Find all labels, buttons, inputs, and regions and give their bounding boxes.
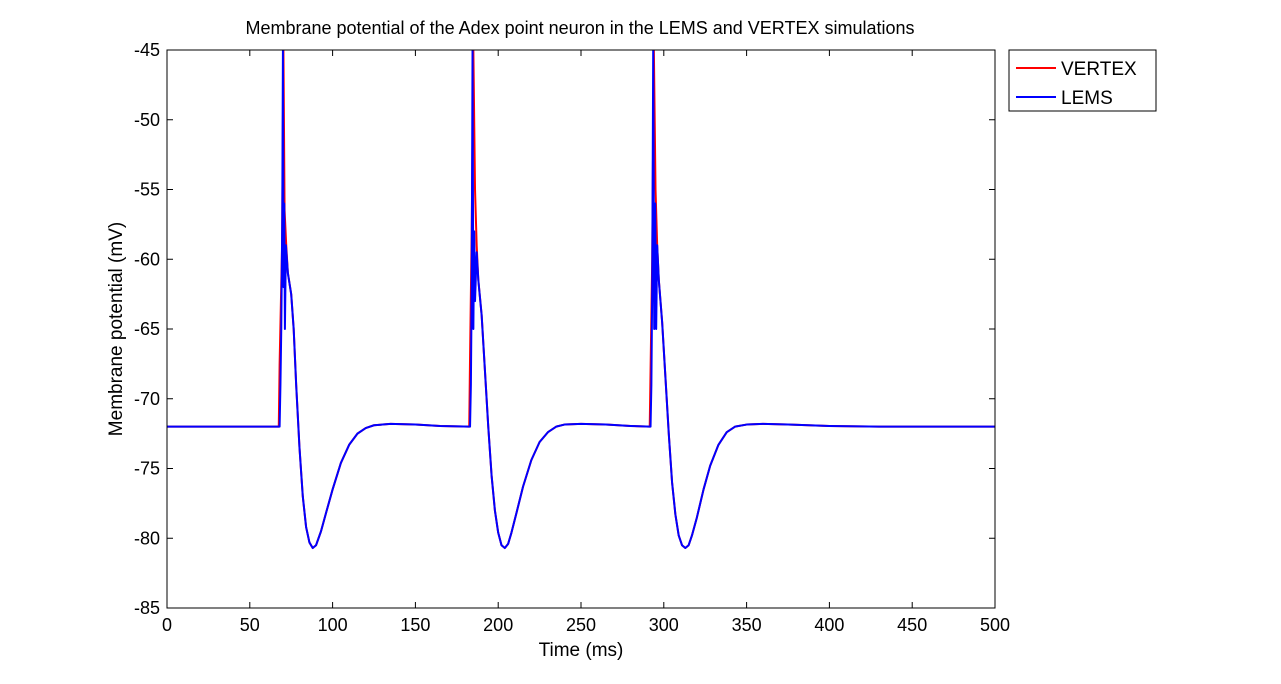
series-line-lems [167, 50, 995, 550]
y-tick-label: -80 [134, 528, 160, 548]
x-tick-label: 0 [162, 615, 172, 635]
y-axis-title: Membrane potential (mV) [106, 222, 127, 436]
y-tick-label: -55 [134, 180, 160, 200]
y-tick-label: -60 [134, 249, 160, 269]
plot-border [166, 49, 996, 609]
y-tick-label: -75 [134, 459, 160, 479]
y-tick-label: -70 [134, 389, 160, 409]
series-lines [167, 50, 995, 550]
x-tick-label: 300 [649, 615, 679, 635]
x-tick-label: 450 [897, 615, 927, 635]
x-tick-label: 50 [240, 615, 260, 635]
x-tick-label: 100 [318, 615, 348, 635]
x-tick-label: 200 [483, 615, 513, 635]
legend-box [1008, 49, 1157, 112]
y-tick-label: -45 [134, 40, 160, 60]
y-tick-label: -85 [134, 598, 160, 618]
x-tick-label: 150 [400, 615, 430, 635]
x-tick-label: 400 [814, 615, 844, 635]
y-tick-labels: -45 -50 -55 -60 -65 -70 -75 -80 -85 [134, 40, 160, 618]
x-tick-label: 350 [732, 615, 762, 635]
y-tick-label: -65 [134, 319, 160, 339]
legend: VERTEX LEMS [1008, 49, 1157, 112]
y-tick-label: -50 [134, 110, 160, 130]
legend-label-vertex: VERTEX [1061, 59, 1137, 80]
plot-area [167, 50, 995, 608]
x-tick-label: 500 [980, 615, 1010, 635]
x-tick-labels: 0 50 100 150 200 250 300 350 400 450 500 [162, 615, 1010, 635]
legend-label-lems: LEMS [1061, 88, 1113, 109]
x-tick-label: 250 [566, 615, 596, 635]
chart-title: Membrane potential of the Adex point neu… [245, 18, 914, 38]
x-axis-title: Time (ms) [539, 640, 624, 661]
